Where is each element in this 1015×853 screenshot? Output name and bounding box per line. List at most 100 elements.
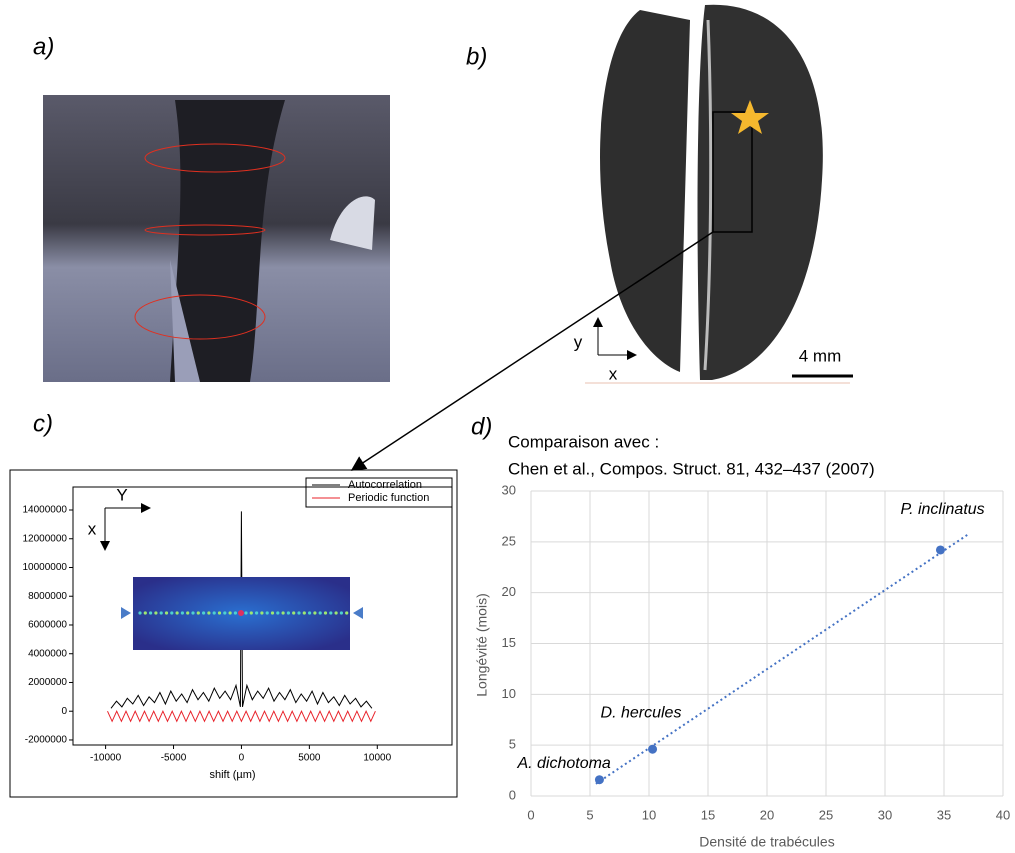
inset-speckle [323,611,328,615]
x-tick-label: 0 [527,807,534,822]
y-tick-label: -2000000 [25,735,68,746]
x-tick-label: 0 [239,753,245,764]
panel-label: a) [33,33,54,60]
series-line [107,709,376,723]
inset-speckle [233,611,237,615]
inset-speckle [265,611,269,615]
inset-speckle [329,611,333,615]
y-tick-label: 20 [502,584,516,599]
inset-speckle [302,611,306,615]
x-tick-label: 30 [878,807,892,822]
x-axis-label: Densité de trabécules [699,834,834,850]
scale-bar-label: 4 mm [799,346,842,365]
inset-speckle [255,611,259,615]
inset-speckle [180,611,184,615]
chart-d: Comparaison avec : Chen et al., Compos. S… [474,432,1011,849]
x-tick-label: 10000 [363,753,391,764]
inset-speckle [297,611,301,615]
panel-c-frame [9,469,458,798]
inset-speckle [207,611,211,615]
inset-speckle [170,611,174,615]
axis-arrow-label: y [574,332,583,351]
chart-title: Comparaison avec : [508,432,659,451]
inset-speckle [164,611,169,615]
inset-speckle [249,611,253,615]
x-tick-label: -10000 [90,753,122,764]
inset-speckle [159,611,163,615]
inset-speckle [154,611,158,615]
inset-speckle [223,611,227,615]
inset-speckle [175,611,179,615]
x-axis-label: shift (µm) [209,769,255,781]
x-tick-label: 5000 [298,753,321,764]
inset-speckle [149,611,153,615]
y-tick-label: 12000000 [23,533,68,544]
axis-arrow-label: x [88,519,97,538]
x-tick-label: 20 [760,807,774,822]
inset-speckle [270,611,275,615]
panel-label: b) [466,43,487,70]
panel-label: d) [471,413,492,440]
panel-b-image [350,4,853,471]
chart-c: -2000000 0 2000000 4000000 6000000 8000000 100… [23,477,453,781]
point [648,744,658,754]
inset-speckle [286,611,290,615]
inset-speckle [281,611,285,615]
inset-speckle [138,611,142,615]
inset-speckle [196,611,200,615]
point [594,775,604,785]
inset-speckle [292,611,296,615]
y-tick-label: 0 [509,787,516,802]
legend-label: Periodic function [348,492,429,504]
x-tick-label: -5000 [161,753,187,764]
inset-speckle [217,611,222,615]
inset-speckle [345,611,349,615]
y-tick-label: 10000000 [23,562,68,573]
axis-arrow-label: Y [116,485,127,504]
inset-center [238,610,244,616]
inset-speckle [191,611,195,615]
y-tick-label: 14000000 [23,505,68,516]
x-tick-label: 40 [996,807,1010,822]
x-tick-label: 10 [642,807,656,822]
inset-speckle [186,611,190,615]
inset-speckle [308,611,312,615]
y-tick-label: 2000000 [28,677,67,688]
x-tick-label: 15 [701,807,715,822]
axis-arrow-label: x [609,364,618,383]
point-label: D. hercules [601,704,682,721]
point-label: P. inclinatus [900,501,984,518]
y-tick-label: 0 [61,706,67,717]
inset-speckle [260,611,264,615]
y-tick-label: 10 [502,686,516,701]
inset-speckle [339,611,343,615]
y-tick-label: 30 [502,482,516,497]
inset-speckle [313,611,317,615]
inset-speckle [244,611,248,615]
inset-speckle [318,611,322,615]
x-tick-label: 35 [937,807,951,822]
y-tick-label: 5 [509,737,516,752]
y-tick-label: 6000000 [28,620,67,631]
plot-frame [72,486,453,746]
x-tick-label: 25 [819,807,833,822]
inset-speckle [202,611,206,615]
chart-subtitle: Chen et al., Compos. Struct. 81, 432–437… [508,459,875,478]
inset-arrow [353,607,363,619]
inset-speckle [228,611,232,615]
y-tick-label: 25 [502,533,516,548]
inset-speckle [212,611,216,615]
inset-arrow [121,607,131,619]
y-tick-label: 8000000 [28,591,67,602]
y-tick-label: 15 [502,635,516,650]
x-tick-label: 5 [586,807,593,822]
point-label: A. dichotoma [516,755,610,772]
panel-label: c) [33,410,53,437]
legend-label: Autocorrelation [348,479,422,491]
legend-box [305,477,453,508]
series-line [110,511,373,709]
panel-a-image [43,95,390,382]
inset-speckle [334,611,338,615]
inset-speckle [276,611,280,615]
